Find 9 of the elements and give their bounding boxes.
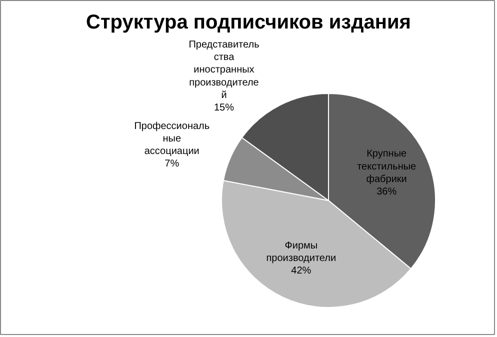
slice-label: Представительства иностранных производителей [188,39,260,102]
slice-label: Крупные текстильные фабрики [357,148,417,185]
data-label: 15% [214,102,234,114]
data-label: 36% [376,186,397,198]
slice-label: Профессиональные ассоциации [134,120,210,158]
data-label: 42% [291,266,312,277]
data-label: 7% [164,158,180,170]
slice-label: Фирмы производители [266,240,336,264]
chart-title: Структура подписчиков издания [86,12,411,34]
